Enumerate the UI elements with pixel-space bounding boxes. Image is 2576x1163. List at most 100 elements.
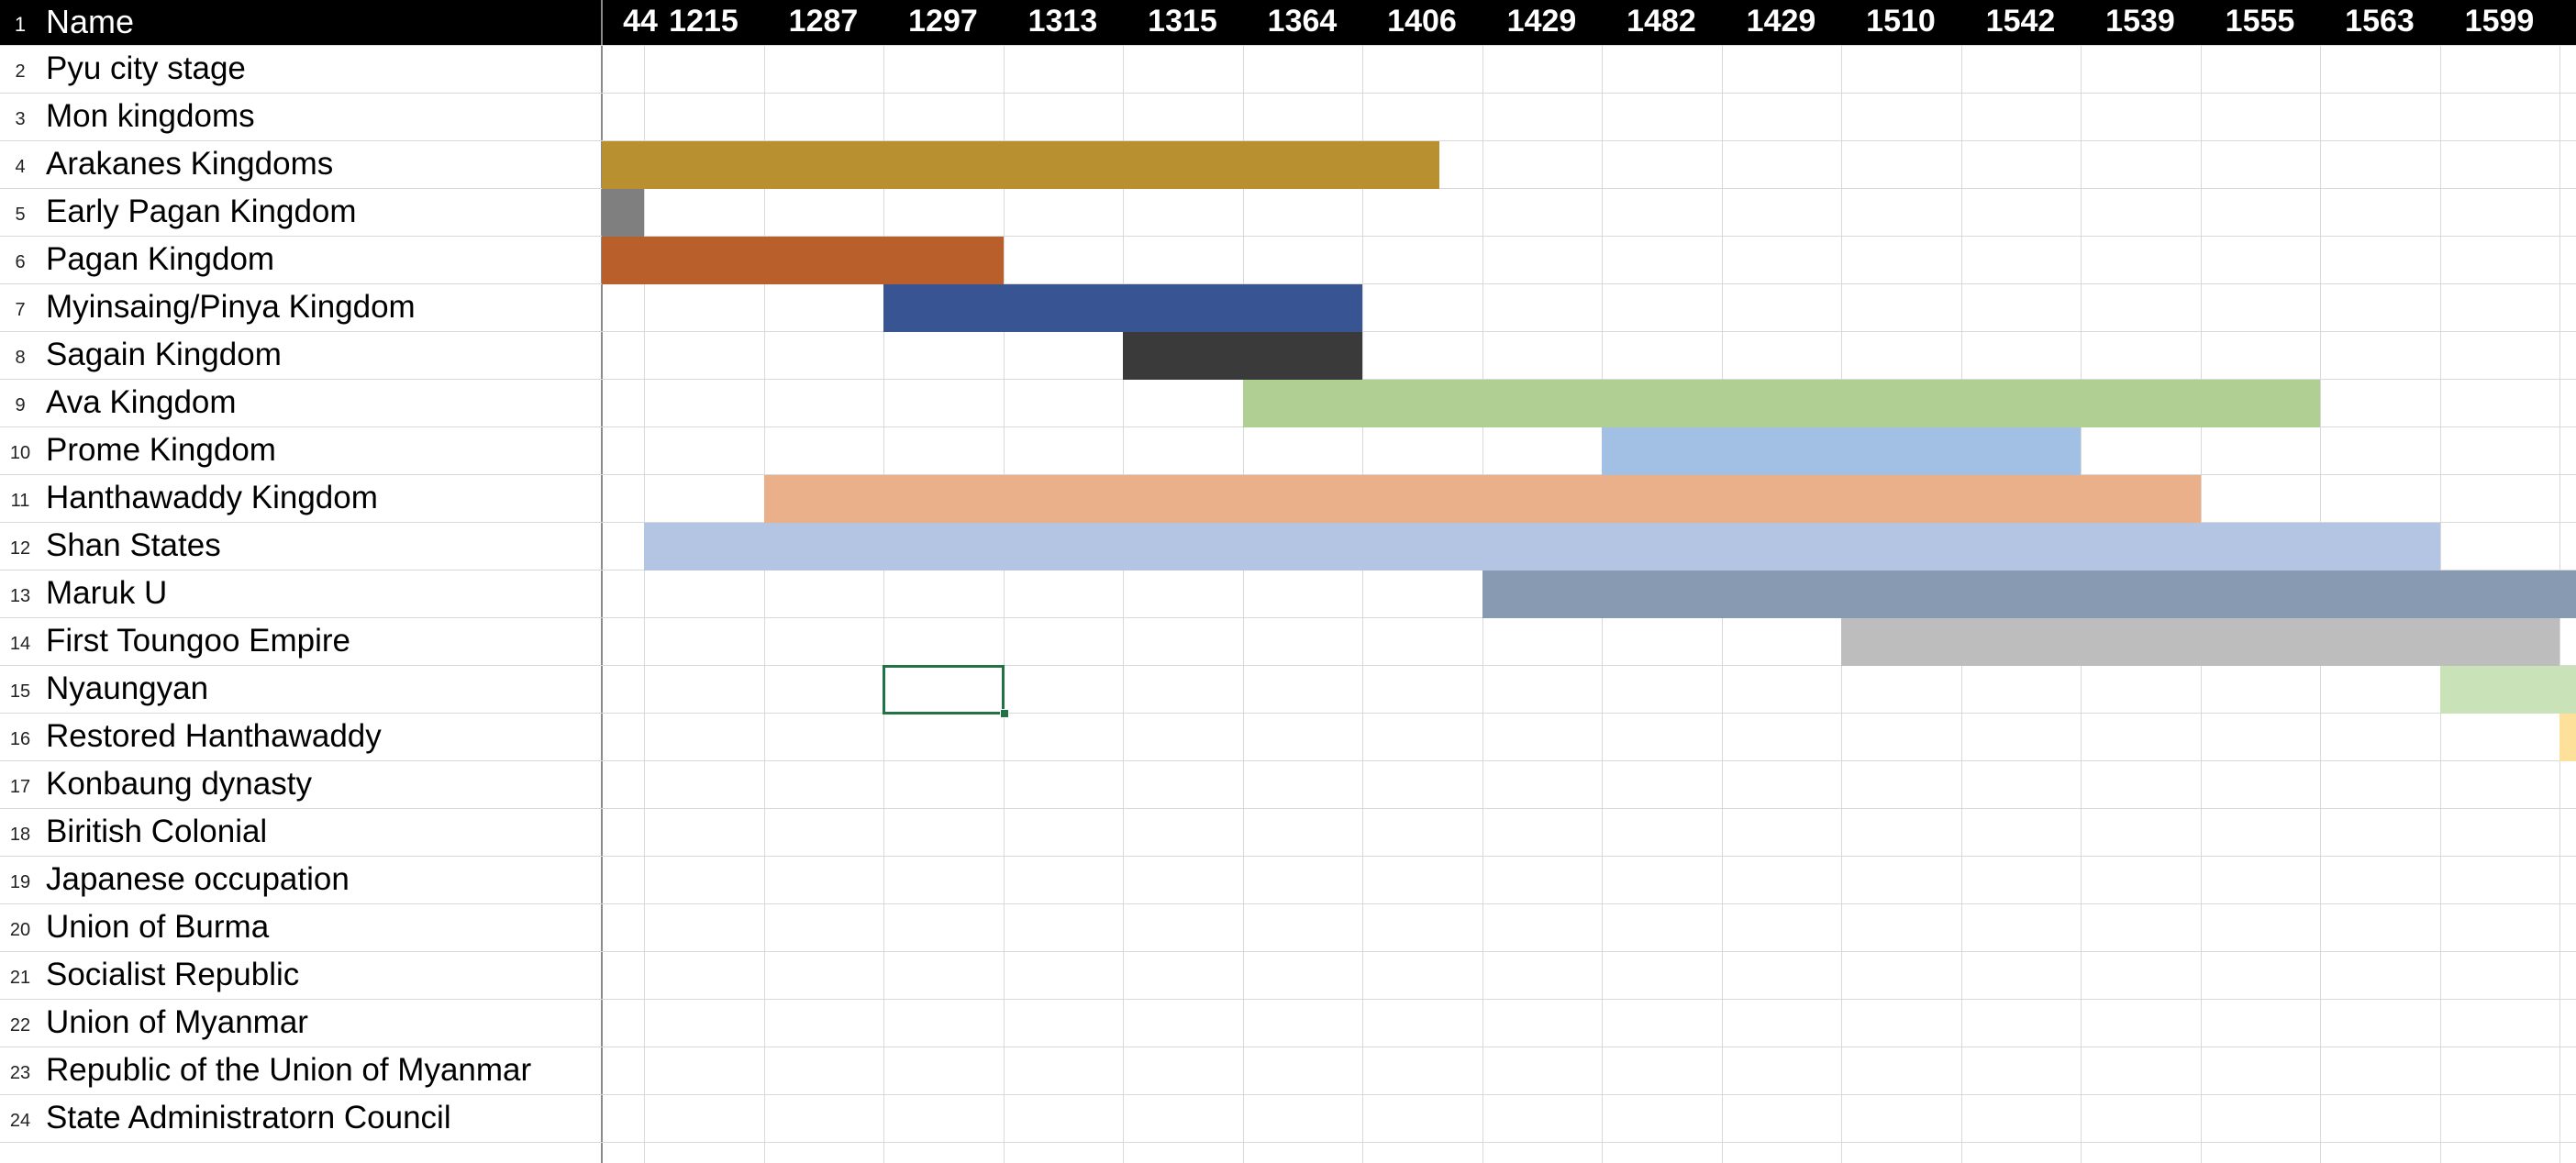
year-header[interactable]: 1315 xyxy=(1148,4,1217,39)
row-name-cell[interactable]: Japanese occupation xyxy=(46,861,350,897)
grid-line xyxy=(1003,45,1005,1163)
year-header[interactable]: 1542 xyxy=(1985,4,2056,39)
row-name-cell[interactable]: Pyu city stage xyxy=(46,50,246,86)
row-number[interactable]: 13 xyxy=(9,586,31,606)
row-number[interactable]: 19 xyxy=(9,872,31,892)
row-number[interactable]: 12 xyxy=(9,538,31,559)
row-number[interactable]: 1 xyxy=(14,13,27,36)
row-name-cell[interactable]: State Administratorn Council xyxy=(46,1100,451,1135)
grid-line xyxy=(0,760,2576,761)
year-header[interactable]: 1555 xyxy=(2225,4,2295,39)
row-number[interactable]: 10 xyxy=(9,443,31,463)
row-number[interactable]: 3 xyxy=(15,109,26,129)
grid-line xyxy=(0,999,2576,1000)
grid-line xyxy=(0,713,2576,714)
row-name-cell[interactable]: Ava Kingdom xyxy=(46,384,237,420)
year-header[interactable]: 1539 xyxy=(2105,4,2175,39)
row-number[interactable]: 22 xyxy=(9,1015,31,1036)
row-name-cell[interactable]: Restored Hanthawaddy xyxy=(46,718,382,754)
timeline-bar-restored-hanthawaddy[interactable] xyxy=(2559,714,2576,761)
row-name-cell[interactable]: Biritish Colonial xyxy=(46,814,268,849)
grid-line xyxy=(1123,45,1124,1163)
grid-line xyxy=(0,236,2576,237)
row-name-cell[interactable]: Union of Burma xyxy=(46,909,270,945)
grid-line xyxy=(1242,45,1244,1163)
row-number[interactable]: 18 xyxy=(9,825,31,845)
row-number[interactable]: 9 xyxy=(15,395,26,415)
grid-line xyxy=(0,808,2576,809)
row-name-cell[interactable]: Sagain Kingdom xyxy=(46,337,282,372)
row-name-cell[interactable]: Mon kingdoms xyxy=(46,98,255,134)
grid-line xyxy=(883,45,884,1163)
row-number[interactable]: 6 xyxy=(15,252,26,272)
year-header[interactable]: 1429 xyxy=(1506,4,1577,39)
timeline-bar-arakanes-kingdoms[interactable] xyxy=(602,141,1439,189)
fill-handle[interactable] xyxy=(999,709,1009,718)
row-name-cell[interactable]: Republic of the Union of Myanmar xyxy=(46,1052,532,1088)
year-header[interactable]: 1313 xyxy=(1027,4,1098,39)
row-name-cell[interactable]: Pagan Kingdom xyxy=(46,241,275,277)
timeline-bar-maruk-u[interactable] xyxy=(1482,570,2576,618)
header-name-cell[interactable]: Name xyxy=(46,3,135,40)
row-number[interactable]: 7 xyxy=(15,300,26,320)
row-name-cell[interactable]: Myinsaing/Pinya Kingdom xyxy=(46,289,416,325)
timeline-bar-nyaungyan[interactable] xyxy=(2439,666,2576,714)
grid-line xyxy=(763,45,765,1163)
row-name-cell[interactable]: Konbaung dynasty xyxy=(46,766,312,802)
row-number[interactable]: 14 xyxy=(9,634,31,654)
timeline-bar-first-toungoo-empire[interactable] xyxy=(1841,618,2559,666)
grid-line xyxy=(0,140,2576,141)
timeline-bar-hanthawaddy-kingdom[interactable] xyxy=(763,475,2201,523)
selected-cell[interactable] xyxy=(883,665,1005,714)
timeline-bar-shan-states[interactable] xyxy=(644,523,2440,570)
grid-line xyxy=(0,283,2576,284)
row-number[interactable]: 5 xyxy=(15,205,26,225)
row-number[interactable]: 4 xyxy=(15,157,26,177)
row-number[interactable]: 2 xyxy=(15,61,26,82)
grid-line xyxy=(1362,45,1363,1163)
row-name-cell[interactable]: Hanthawaddy Kingdom xyxy=(46,480,378,515)
row-number[interactable]: 21 xyxy=(9,968,31,988)
year-header[interactable]: 1482 xyxy=(1627,4,1696,39)
row-name-cell[interactable]: Union of Myanmar xyxy=(46,1004,308,1040)
row-number[interactable]: 11 xyxy=(10,491,30,511)
row-number[interactable]: 17 xyxy=(9,777,31,797)
row-number[interactable]: 20 xyxy=(9,920,31,940)
row-number[interactable]: 8 xyxy=(15,348,26,368)
year-header[interactable]: 1215 xyxy=(669,4,738,39)
timeline-bar-ava-kingdom[interactable] xyxy=(1242,380,2320,427)
row-number[interactable]: 16 xyxy=(9,729,31,749)
year-header[interactable]: 1297 xyxy=(908,4,978,39)
grid-line xyxy=(0,1142,2576,1143)
year-header[interactable]: 44 xyxy=(623,4,658,39)
year-header[interactable]: 1429 xyxy=(1746,4,1816,39)
row-name-cell[interactable]: Arakanes Kingdoms xyxy=(46,146,334,182)
year-header[interactable]: 1563 xyxy=(2345,4,2415,39)
row-name-cell[interactable]: First Toungoo Empire xyxy=(46,623,351,659)
year-header[interactable]: 1510 xyxy=(1866,4,1936,39)
row-name-cell[interactable]: Maruk U xyxy=(46,575,168,611)
timeline-bar-sagain-kingdom[interactable] xyxy=(1123,332,1362,380)
timeline-bar-pagan-kingdom[interactable] xyxy=(602,237,1004,284)
row-number[interactable]: 23 xyxy=(9,1063,31,1083)
grid-line xyxy=(0,856,2576,857)
grid-line xyxy=(0,1094,2576,1095)
row-name-cell[interactable]: Socialist Republic xyxy=(46,957,300,992)
grid-line xyxy=(0,617,2576,618)
timeline-bar-myinsaing-pinya-kingdom[interactable] xyxy=(883,284,1362,332)
row-name-cell[interactable]: Nyaungyan xyxy=(46,670,209,706)
row-number[interactable]: 15 xyxy=(9,681,31,702)
year-header[interactable]: 1406 xyxy=(1387,4,1457,39)
header-row[interactable]: 1 Name 44 1215 1287 1297 1313 1315 1364 1406 142… xyxy=(0,0,2576,45)
row-name-cell[interactable]: Early Pagan Kingdom xyxy=(46,194,357,229)
timeline-bar-early-pagan-kingdom[interactable] xyxy=(602,189,644,237)
row-name-cell[interactable]: Prome Kingdom xyxy=(46,432,276,468)
timeline-bar-prome-kingdom[interactable] xyxy=(1602,427,2081,475)
row-name-cell[interactable]: Shan States xyxy=(46,527,221,563)
year-header[interactable]: 1364 xyxy=(1267,4,1338,39)
year-header[interactable]: 1287 xyxy=(788,4,859,39)
row-number[interactable]: 24 xyxy=(9,1111,31,1131)
grid-line xyxy=(0,93,2576,94)
year-header[interactable]: 1599 xyxy=(2464,4,2535,39)
